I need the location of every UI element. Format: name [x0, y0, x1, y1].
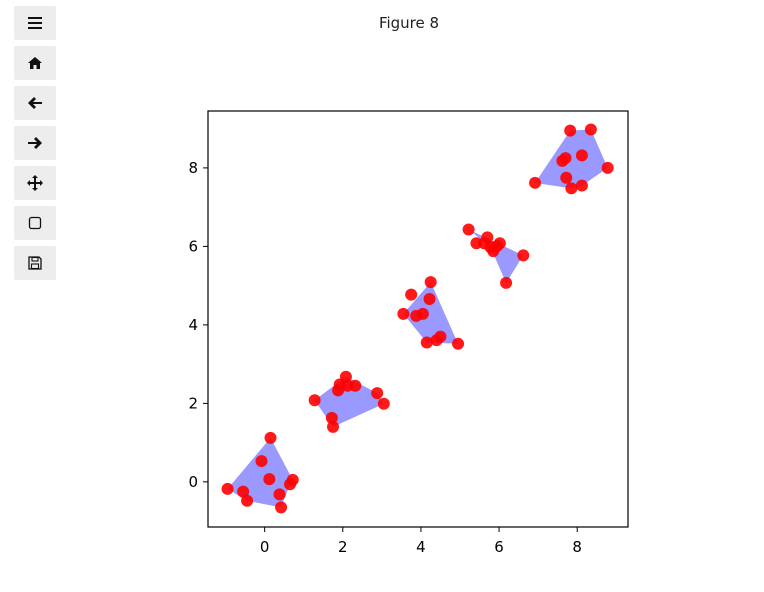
- data-point: [327, 420, 340, 433]
- y-tick-label: 6: [188, 237, 198, 255]
- data-point: [423, 292, 436, 305]
- data-point: [264, 431, 277, 444]
- arrow-right-icon: [28, 137, 42, 149]
- y-tick-label: 2: [188, 394, 198, 412]
- data-point: [517, 249, 530, 262]
- data-point: [462, 223, 475, 236]
- data-point: [339, 370, 352, 383]
- menu-icon: [28, 17, 42, 29]
- data-point: [221, 482, 234, 495]
- data-point: [424, 276, 437, 289]
- data-point: [416, 307, 429, 320]
- x-tick-label: 4: [416, 538, 426, 556]
- data-point: [255, 455, 268, 468]
- home-button[interactable]: [14, 46, 56, 80]
- data-point: [325, 411, 338, 424]
- point-layer: [221, 123, 614, 514]
- menu-button[interactable]: [14, 6, 56, 40]
- zoom-rect-icon: [28, 216, 42, 230]
- y-tick-label: 4: [188, 316, 198, 334]
- forward-button[interactable]: [14, 126, 56, 160]
- y-tick-label: 0: [188, 473, 198, 491]
- data-point: [564, 124, 577, 137]
- data-point: [308, 394, 321, 407]
- data-point: [241, 494, 254, 507]
- data-point: [575, 179, 588, 192]
- data-point: [529, 176, 542, 189]
- x-tick-label: 8: [572, 538, 582, 556]
- y-tick-label: 8: [188, 159, 198, 177]
- back-button[interactable]: [14, 86, 56, 120]
- x-tick-label: 0: [260, 538, 270, 556]
- cluster-hull-2: [403, 282, 459, 344]
- data-point: [493, 237, 506, 250]
- data-point: [560, 171, 573, 184]
- data-point: [273, 488, 286, 501]
- data-point: [377, 397, 390, 410]
- toolbar: [14, 6, 56, 286]
- data-point: [263, 473, 276, 486]
- data-point: [275, 501, 288, 514]
- data-point: [420, 336, 433, 349]
- move-icon: [27, 175, 43, 191]
- data-point: [584, 123, 597, 136]
- data-point: [601, 161, 614, 174]
- home-icon: [28, 57, 42, 69]
- x-tick-label: 6: [494, 538, 504, 556]
- data-point: [452, 337, 465, 350]
- data-point: [481, 231, 494, 244]
- data-point: [349, 379, 362, 392]
- tick-layer: 0 2 4 6 8 0 2 4 6 8: [188, 159, 582, 556]
- data-point: [575, 149, 588, 162]
- data-point: [371, 387, 384, 400]
- save-button[interactable]: [14, 246, 56, 280]
- x-tick-label: 2: [338, 538, 348, 556]
- data-point: [237, 485, 250, 498]
- data-point: [565, 182, 578, 195]
- pan-button[interactable]: [14, 166, 56, 200]
- zoom-button[interactable]: [14, 206, 56, 240]
- figure-title: Figure 8: [378, 14, 440, 32]
- data-point: [286, 473, 299, 486]
- data-point: [397, 307, 410, 320]
- arrow-left-icon: [28, 97, 42, 109]
- data-point: [559, 152, 572, 165]
- plot-frame: [207, 110, 629, 528]
- save-icon: [28, 256, 42, 270]
- data-point: [434, 330, 447, 343]
- data-point: [500, 276, 513, 289]
- data-point: [405, 288, 418, 301]
